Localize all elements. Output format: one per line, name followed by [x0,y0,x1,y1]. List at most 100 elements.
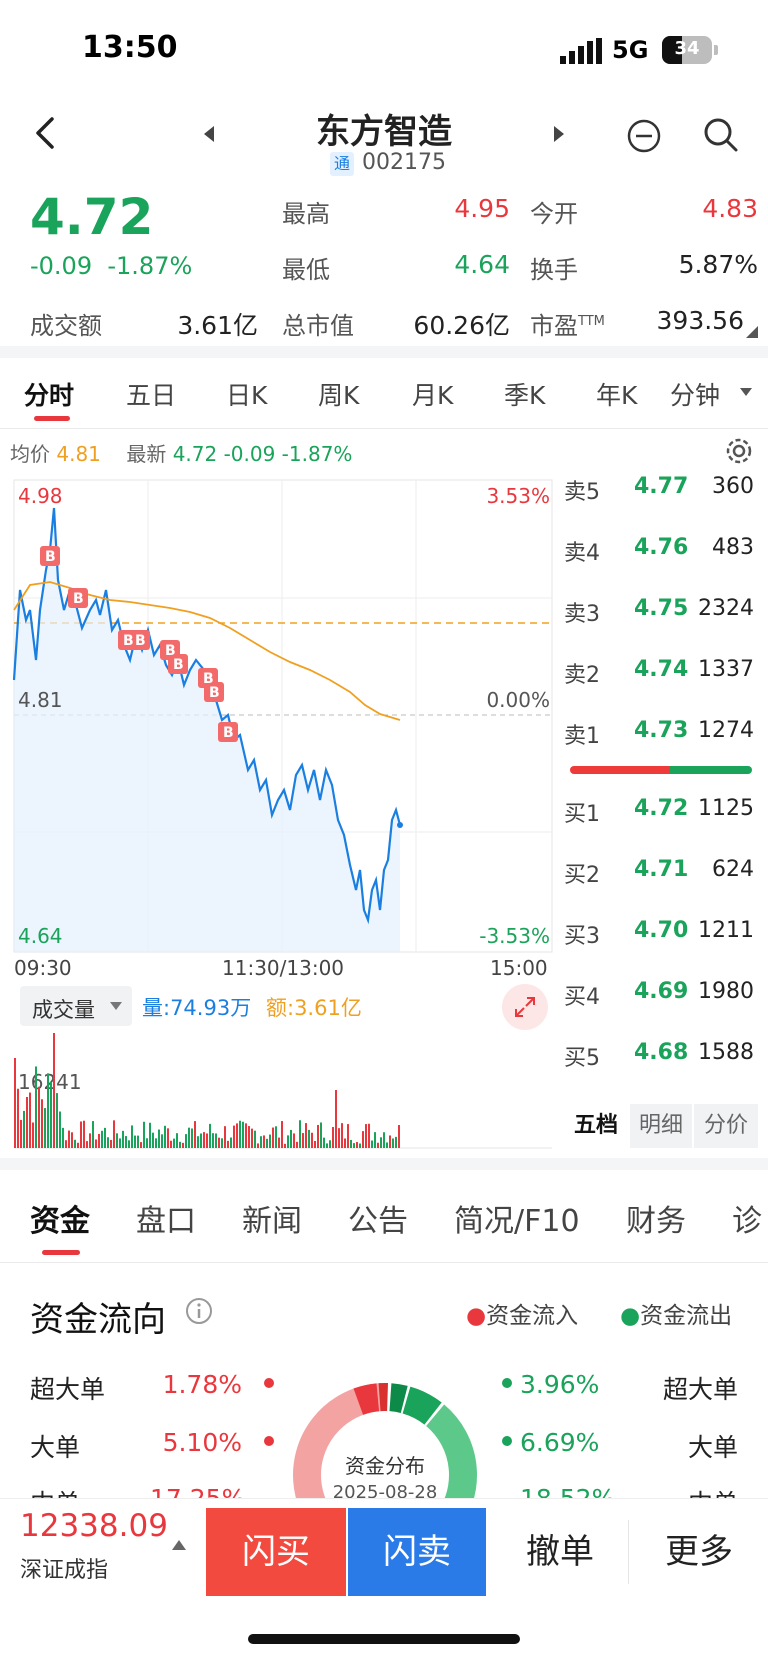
prev-stock-icon[interactable] [202,126,216,142]
tab-news[interactable]: 新闻 [242,1204,302,1239]
volume-bar [92,1121,94,1148]
chevron-down-icon[interactable] [740,388,752,396]
bid-level-label[interactable]: 买3 [564,924,600,949]
tab-capital[interactable]: 资金 [30,1204,90,1239]
bid-level-label[interactable]: 买2 [564,863,600,888]
tong-badge: 通 [330,152,354,176]
buy-marker-labels: B B B B B B B B B [45,549,234,741]
network-label: 5G [612,36,649,64]
bid-level-label[interactable]: 买5 [564,1046,600,1071]
ask-level-price[interactable]: 4.74 [634,657,689,682]
volume-bar [80,1121,82,1148]
tab-monthly-k[interactable]: 月K [412,381,454,410]
volume-bar [236,1123,238,1148]
volume-bar [50,1081,52,1148]
ask-level-price[interactable]: 4.73 [634,718,689,743]
tab-weekly-k[interactable]: 周K [318,381,360,410]
gear-icon[interactable] [722,434,756,468]
bid-level-price[interactable]: 4.70 [634,918,689,943]
minus-circle-icon[interactable] [626,118,662,154]
ask-level-price[interactable]: 4.75 [634,596,689,621]
ask-level-label[interactable]: 卖3 [564,602,600,627]
flash-buy-button[interactable]: 闪买 [206,1508,346,1596]
flow-row-label-right: 超大单 [662,1375,738,1404]
volume-bar [299,1120,301,1148]
tab-daily-k[interactable]: 日K [226,381,268,410]
bid-level-label[interactable]: 买4 [564,985,600,1010]
info-icon[interactable] [184,1296,214,1326]
volume-bar [176,1133,178,1148]
volume-bar [38,1086,40,1148]
ask-level-label[interactable]: 卖2 [564,663,600,688]
intraday-chart[interactable]: B B B B B B B B B [0,470,560,960]
volume-bar [350,1139,352,1148]
flash-sell-button[interactable]: 闪卖 [348,1508,486,1596]
flow-in-pct: 5.10% [162,1428,242,1457]
flow-row-label: 大单 [30,1433,81,1462]
search-icon[interactable] [702,116,740,154]
index-name[interactable]: 深证成指 [20,1558,109,1583]
bid-level-price[interactable]: 4.68 [634,1040,689,1065]
tab-announcements[interactable]: 公告 [348,1204,408,1239]
ask-level-price[interactable]: 4.77 [634,474,689,499]
volume-selector[interactable]: 成交量 [20,986,132,1026]
donut-title: 资金分布 [345,1454,425,1478]
tab-minute[interactable]: 分钟 [670,381,721,410]
volume-bar [320,1122,322,1148]
buy-markers[interactable] [40,546,238,742]
volume-bar [206,1133,208,1148]
volume-bar [260,1136,262,1148]
home-indicator[interactable] [248,1634,520,1644]
volume-bar [122,1130,124,1148]
back-icon[interactable] [30,116,60,150]
bid-level-price[interactable]: 4.72 [634,796,689,821]
volume-bar [164,1125,166,1148]
bid-level-price[interactable]: 4.69 [634,979,689,1004]
legend-outflow: ●资金流出 [620,1296,732,1330]
tab-5day[interactable]: 五日 [126,381,177,410]
next-stock-icon[interactable] [552,126,566,142]
tab-intraday[interactable]: 分时 [24,381,75,410]
corner-triangle-icon[interactable] [746,326,758,338]
volume-bar [62,1127,64,1148]
signal-icon [560,38,602,64]
volume-bar [269,1134,271,1148]
fund-flow-title: 资金流向 [30,1300,166,1340]
inflow-dot: ● [466,1303,487,1329]
volume-bar [272,1127,274,1148]
buy-marker-label: B [209,685,220,701]
tab-details[interactable]: 明细 [630,1104,692,1148]
more-button[interactable]: 更多 [665,1532,733,1572]
volume-bar [86,1141,88,1148]
volume-bar [398,1125,400,1148]
flow-in-pct: 1.78% [162,1370,242,1399]
tab-order-flow[interactable]: 盘口 [136,1204,196,1239]
index-value[interactable]: 12338.09 [20,1508,168,1544]
turnover-value: 5.87% [678,250,758,279]
volume-chart[interactable] [0,1030,560,1154]
tab-five-levels[interactable]: 五档 [573,1113,618,1138]
pe-ttm: TTM [578,314,605,329]
bid-level-label[interactable]: 买1 [564,802,600,827]
volume-bar [338,1128,340,1148]
tab-diagnosis[interactable]: 诊 [732,1204,762,1239]
volume-bar [287,1135,289,1148]
open-value: 4.83 [702,194,758,223]
pct-axis-high: 3.53% [486,484,550,508]
ask-level-label[interactable]: 卖5 [564,480,600,505]
bid-level-price[interactable]: 4.71 [634,857,689,882]
volume-bar [296,1141,298,1148]
cancel-order-button[interactable]: 撤单 [526,1532,594,1572]
expand-button[interactable] [502,984,548,1030]
tab-price-dist[interactable]: 分价 [694,1104,758,1148]
ask-level-price[interactable]: 4.76 [634,535,689,560]
tab-yearly-k[interactable]: 年K [596,381,638,410]
tab-financials[interactable]: 财务 [626,1204,686,1239]
ask-level-label[interactable]: 卖4 [564,541,600,566]
tab-f10[interactable]: 简况/F10 [454,1204,580,1239]
volume-bar [185,1134,187,1148]
stock-name: 东方智造 [316,112,452,152]
tab-quarterly-k[interactable]: 季K [504,381,546,410]
ask-level-label[interactable]: 卖1 [564,724,600,749]
change-pct: -1.87% [107,252,193,280]
